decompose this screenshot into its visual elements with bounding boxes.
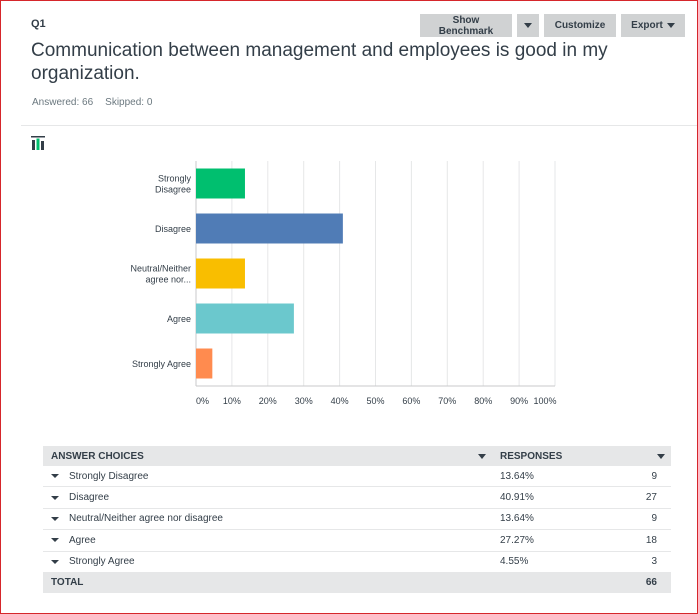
category-label: Disagree bbox=[155, 185, 191, 195]
total-label: TOTAL bbox=[51, 577, 84, 589]
answer-choice-label: Neutral/Neither agree nor disagree bbox=[69, 513, 223, 525]
tick-label: 80% bbox=[474, 396, 492, 406]
response-count: 18 bbox=[645, 534, 657, 546]
answer-table: ANSWER CHOICES RESPONSES Strongly Disagr… bbox=[43, 446, 671, 593]
expand-caret-icon[interactable] bbox=[51, 474, 59, 479]
responses-label: RESPONSES bbox=[500, 450, 563, 462]
response-stats: Answered: 66 Skipped: 0 bbox=[32, 97, 152, 108]
expand-caret-icon[interactable] bbox=[51, 516, 59, 521]
export-button[interactable]: Export bbox=[621, 14, 685, 37]
response-count: 3 bbox=[651, 556, 657, 568]
sort-caret-icon bbox=[657, 453, 665, 459]
total-row: TOTAL 66 bbox=[43, 572, 671, 593]
category-label: Neutral/Neither bbox=[130, 264, 191, 274]
toolbar: Show Benchmark Customize Export bbox=[420, 14, 685, 37]
response-count: 9 bbox=[651, 470, 657, 482]
tick-label: 40% bbox=[331, 396, 349, 406]
answer-choice-cell[interactable]: Strongly Disagree bbox=[43, 471, 494, 482]
benchmark-dropdown-button[interactable] bbox=[517, 14, 539, 37]
bar bbox=[196, 213, 343, 244]
tick-label: 20% bbox=[259, 396, 277, 406]
response-percent: 4.55% bbox=[500, 556, 529, 568]
show-benchmark-button[interactable]: Show Benchmark bbox=[420, 14, 512, 37]
category-label: Agree bbox=[167, 314, 191, 324]
total-count: 66 bbox=[645, 577, 657, 589]
question-title: Communication between management and emp… bbox=[31, 40, 608, 84]
table-row: Strongly Agree 4.55% 3 bbox=[43, 552, 671, 573]
tick-label: 0% bbox=[196, 396, 209, 406]
expand-caret-icon[interactable] bbox=[51, 538, 59, 543]
divider bbox=[21, 125, 697, 126]
tick-label: 90% bbox=[510, 396, 528, 406]
tick-label: 100% bbox=[533, 396, 556, 406]
answer-choice-label: Disagree bbox=[69, 492, 110, 504]
skipped-count: Skipped: 0 bbox=[105, 97, 153, 108]
tick-label: 30% bbox=[295, 396, 313, 406]
bar bbox=[196, 303, 294, 334]
chart-type-icon[interactable] bbox=[31, 136, 45, 150]
tick-label: 10% bbox=[223, 396, 241, 406]
customize-button[interactable]: Customize bbox=[544, 14, 616, 37]
answer-choice-cell[interactable]: Agree bbox=[43, 535, 494, 546]
bar-chart: StronglyDisagreeDisagreeNeutral/Neithera… bbox=[130, 161, 557, 406]
sort-caret-icon bbox=[478, 453, 486, 459]
question-number: Q1 bbox=[31, 18, 46, 30]
answer-choice-label: Strongly Agree bbox=[69, 556, 135, 568]
category-label: agree nor... bbox=[145, 275, 191, 285]
tick-label: 50% bbox=[366, 396, 384, 406]
bar bbox=[196, 348, 213, 379]
answer-choice-cell[interactable]: Strongly Agree bbox=[43, 556, 494, 567]
response-count: 27 bbox=[645, 492, 657, 504]
bar bbox=[196, 168, 245, 199]
tick-label: 70% bbox=[438, 396, 456, 406]
export-label: Export bbox=[631, 20, 663, 31]
response-percent: 13.64% bbox=[500, 513, 534, 525]
expand-caret-icon[interactable] bbox=[51, 559, 59, 564]
answer-choices-header[interactable]: ANSWER CHOICES bbox=[43, 451, 494, 462]
table-header: ANSWER CHOICES RESPONSES bbox=[43, 446, 671, 466]
response-count: 9 bbox=[651, 513, 657, 525]
answer-choices-label: ANSWER CHOICES bbox=[51, 450, 144, 462]
answer-choice-label: Agree bbox=[69, 534, 96, 546]
table-row: Strongly Disagree 13.64% 9 bbox=[43, 466, 671, 488]
answered-count: Answered: 66 bbox=[32, 97, 94, 108]
category-label: Disagree bbox=[155, 224, 191, 234]
table-row: Neutral/Neither agree nor disagree 13.64… bbox=[43, 509, 671, 531]
table-row: Agree 27.27% 18 bbox=[43, 530, 671, 552]
response-percent: 27.27% bbox=[500, 534, 534, 546]
response-percent: 40.91% bbox=[500, 492, 534, 504]
bar bbox=[196, 258, 245, 289]
chevron-down-icon bbox=[524, 23, 532, 28]
expand-caret-icon[interactable] bbox=[51, 495, 59, 500]
response-percent: 13.64% bbox=[500, 470, 534, 482]
category-label: Strongly Agree bbox=[132, 359, 191, 369]
table-row: Disagree 40.91% 27 bbox=[43, 487, 671, 509]
answer-choice-cell[interactable]: Disagree bbox=[43, 492, 494, 503]
tick-label: 60% bbox=[402, 396, 420, 406]
category-label: Strongly bbox=[158, 174, 192, 184]
chevron-down-icon bbox=[666, 23, 675, 28]
answer-choice-label: Strongly Disagree bbox=[69, 470, 149, 482]
answer-choice-cell[interactable]: Neutral/Neither agree nor disagree bbox=[43, 513, 494, 524]
responses-header[interactable]: RESPONSES bbox=[494, 451, 671, 462]
